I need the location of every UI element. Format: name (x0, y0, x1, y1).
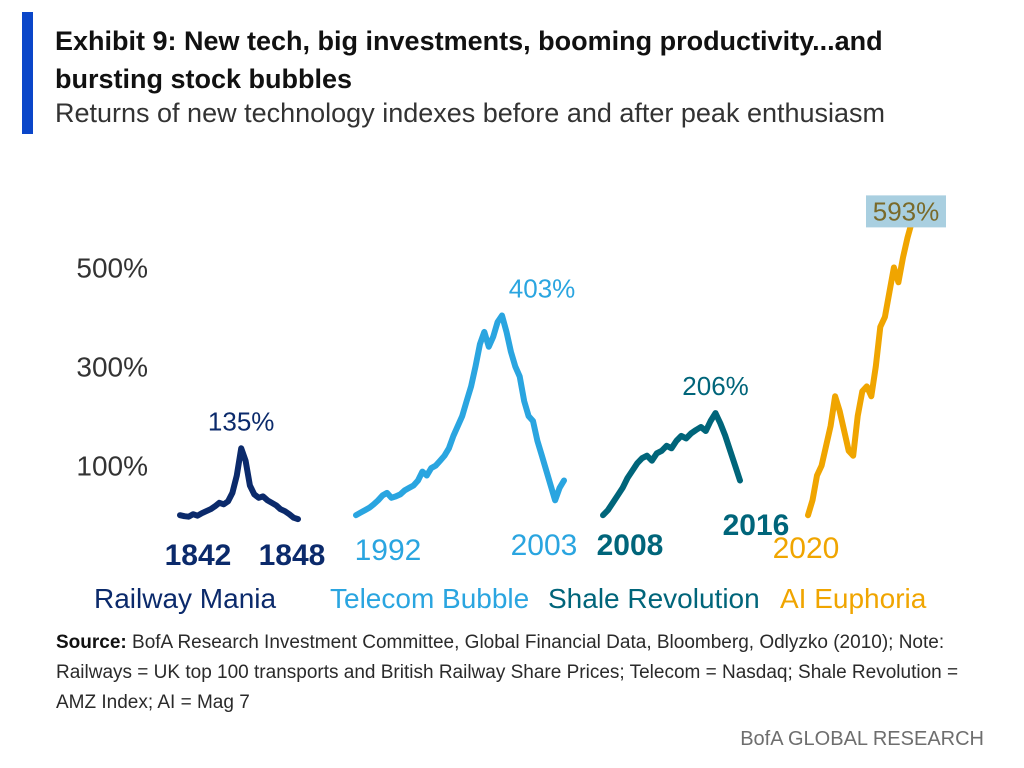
series-name-label: Railway Mania (94, 583, 276, 614)
brand-label: BofA GLOBAL RESEARCH (740, 728, 984, 750)
x-start-label: 2008 (597, 529, 664, 562)
source-label: Source: (56, 632, 127, 653)
peak-label: 135% (208, 406, 275, 436)
x-start-label: 1992 (355, 534, 422, 567)
x-end-label: 1848 (259, 539, 326, 572)
peak-label: 593% (873, 196, 940, 226)
accent-bar (22, 12, 33, 134)
x-end-label: 2003 (511, 529, 578, 562)
x-start-label: 2020 (773, 532, 840, 565)
series-name-label: AI Euphoria (780, 583, 927, 614)
peak-label: 206% (682, 371, 749, 401)
series-line-3 (805, 218, 915, 519)
y-tick-label: 100% (76, 451, 148, 482)
source-text: BofA Research Investment Committee, Glob… (56, 632, 959, 713)
series-line-1 (353, 312, 567, 519)
chart-subtitle: Returns of new technology indexes before… (55, 98, 886, 128)
y-tick-label: 300% (76, 352, 148, 383)
x-start-label: 1842 (165, 539, 232, 572)
series-line-2 (600, 410, 743, 519)
chart-area: 500% 300% 100% 135% 1842 1848 Railway Mania 403… (76, 195, 946, 614)
chart-title: Exhibit 9: New tech, big investments, bo… (55, 26, 883, 94)
series-name-label: Shale Revolution (548, 583, 760, 614)
footer-note: Source: BofA Research Investment Committ… (56, 628, 996, 718)
y-tick-label: 500% (76, 252, 148, 283)
series-name-label: Telecom Bubble (330, 583, 529, 614)
x-end-label: 2016 (723, 509, 790, 542)
series-line-0 (177, 445, 301, 523)
peak-highlight (866, 195, 946, 228)
peak-label: 403% (509, 274, 576, 304)
